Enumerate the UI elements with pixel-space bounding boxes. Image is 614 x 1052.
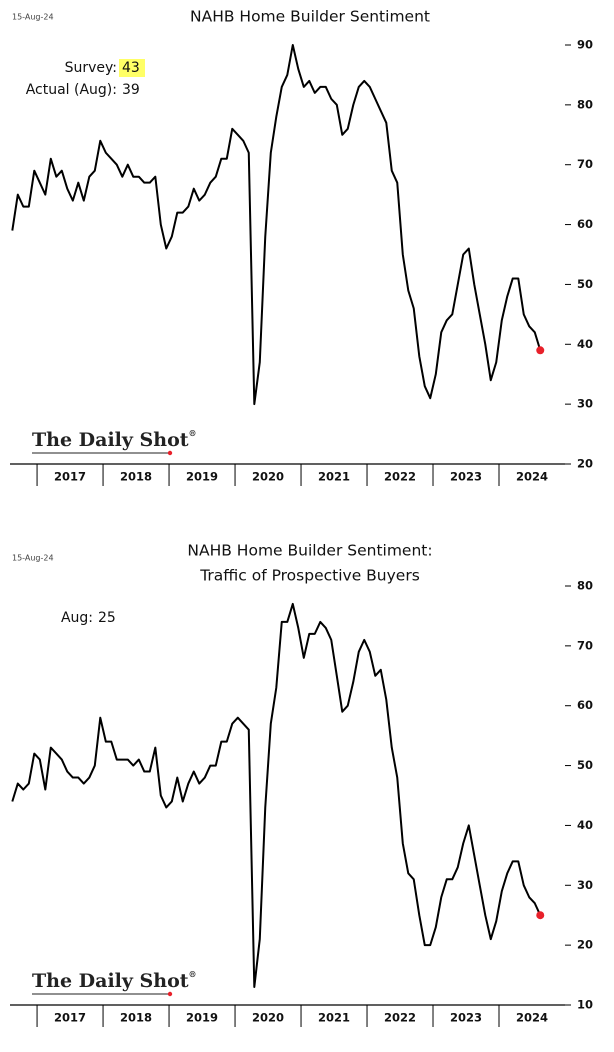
source-watermark: The Daily Shot® xyxy=(32,428,197,451)
y-tick-label: 30 xyxy=(577,878,593,892)
annotation-value: 43 xyxy=(122,60,140,76)
x-tick-label: 2018 xyxy=(120,1011,152,1025)
source-name: The Daily Shot xyxy=(32,429,189,451)
x-tick-label: 2017 xyxy=(54,1011,86,1025)
x-tick-label: 2019 xyxy=(186,1011,218,1025)
x-tick-label: 2020 xyxy=(252,1011,284,1025)
y-tick-label: 10 xyxy=(577,998,593,1012)
data-line xyxy=(11,44,542,406)
date-label: 15-Aug-24 xyxy=(12,554,54,563)
y-tick-label: 80 xyxy=(577,579,593,593)
y-tick-label: 50 xyxy=(577,277,593,291)
source-dot xyxy=(167,450,173,456)
source-mark: ® xyxy=(189,969,197,979)
source-mark: ® xyxy=(189,428,197,438)
y-tick-label: 70 xyxy=(577,157,593,171)
y-tick-label: 70 xyxy=(577,638,593,652)
annotation-label: Survey: xyxy=(65,60,117,76)
y-tick-label: 60 xyxy=(577,698,593,712)
x-tick-label: 2017 xyxy=(54,470,86,484)
chart: 15-Aug-24 NAHB Home Builder Sentiment Surv… xyxy=(10,8,593,486)
chart-title: NAHB Home Builder Sentiment xyxy=(190,8,430,26)
x-tick-label: 2020 xyxy=(252,470,284,484)
source-dot xyxy=(167,991,173,997)
y-tick-label: 90 xyxy=(577,38,593,52)
annotation-value: 25 xyxy=(98,610,116,626)
data-line xyxy=(11,602,542,989)
y-tick-label: 50 xyxy=(577,758,593,772)
x-tick-label: 2024 xyxy=(516,1011,548,1025)
chart: 15-Aug-24 NAHB Home Builder Sentiment: Tra… xyxy=(10,542,593,1027)
y-tick-label: 40 xyxy=(577,818,593,832)
y-tick-label: 20 xyxy=(577,457,593,471)
x-tick-label: 2021 xyxy=(318,1011,350,1025)
x-tick-label: 2019 xyxy=(186,470,218,484)
x-tick-label: 2021 xyxy=(318,470,350,484)
y-tick-label: 20 xyxy=(577,938,593,952)
source-name: The Daily Shot xyxy=(32,970,189,992)
date-label: 15-Aug-24 xyxy=(12,13,54,22)
annotation-value: 39 xyxy=(122,82,140,98)
chart-title: Traffic of Prospective Buyers xyxy=(199,567,420,585)
last-point xyxy=(536,911,545,920)
y-tick-label: 30 xyxy=(577,397,593,411)
last-point xyxy=(536,346,545,355)
x-tick-label: 2018 xyxy=(120,470,152,484)
y-tick-label: 40 xyxy=(577,337,593,351)
x-tick-label: 2023 xyxy=(450,470,482,484)
x-tick-label: 2022 xyxy=(384,470,416,484)
x-tick-label: 2022 xyxy=(384,1011,416,1025)
y-tick-label: 80 xyxy=(577,97,593,111)
annotation-highlight xyxy=(119,59,145,77)
chart-title: NAHB Home Builder Sentiment: xyxy=(187,542,432,560)
y-tick-label: 60 xyxy=(577,217,593,231)
annotation-label: Actual (Aug): xyxy=(26,82,117,98)
x-tick-label: 2023 xyxy=(450,1011,482,1025)
source-watermark: The Daily Shot® xyxy=(32,969,197,992)
annotation-label: Aug: xyxy=(61,610,93,626)
x-tick-label: 2024 xyxy=(516,470,548,484)
